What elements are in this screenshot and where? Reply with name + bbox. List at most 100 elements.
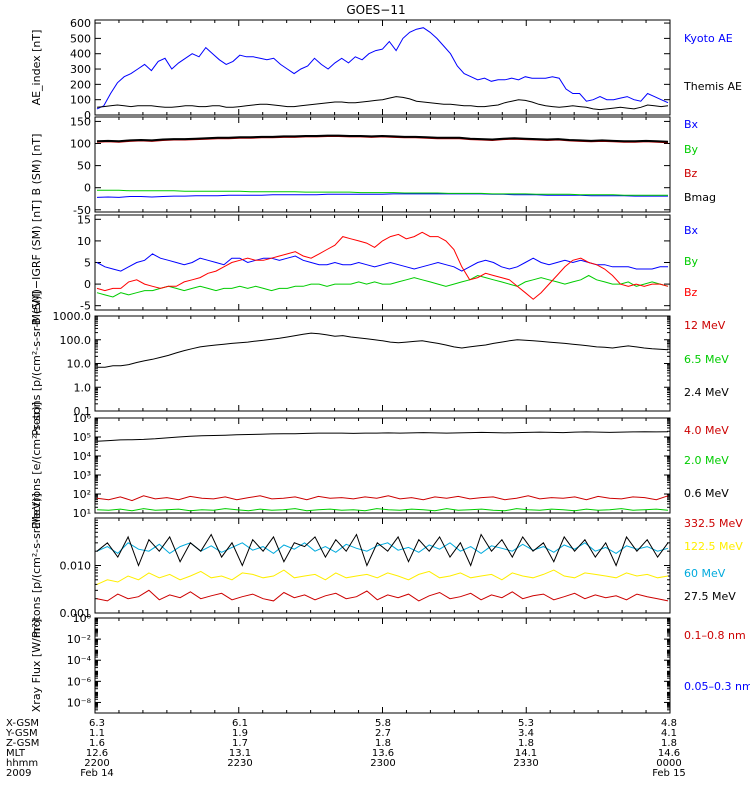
legend-entry: Bz [684,286,698,299]
panel-frame [94,214,671,311]
y-tick-label: 10⁻⁴ [67,654,92,667]
legend-entry: Bmag [684,191,716,204]
legend-entry: 6.5 MeV [684,353,729,366]
orbit-value: 12.6 [86,748,108,759]
orbit-value: 14.6 [658,748,680,759]
orbit-row-label: MLT [6,748,26,759]
orbit-row-label: hhmm [6,758,38,769]
series-line-2-1 [96,193,668,198]
y-tick-label: 10² [73,488,91,501]
y-tick-label: 15 [77,213,91,226]
legend-entry: By [684,143,699,156]
plot-title: GOES−11 [346,3,405,17]
orbit-row-label: Y-GSM [5,728,38,739]
legend-entry: Bz [684,167,698,180]
y-tick-label: 10⁻⁸ [67,696,92,709]
series-line-1-1 [96,27,669,110]
panel-frame [94,517,671,614]
y-axis-label: B (SM)−IGRF (SM) [nT] [30,200,43,325]
orbit-value: 14.1 [515,748,537,759]
y-tick-label: 0.001 [60,607,92,620]
y-tick-label: 0 [84,182,91,195]
legend-entry: 0.1–0.8 nm [684,629,746,642]
legend-entry: Bx [684,224,699,237]
panel-2: -50 0 50 100 150 B (SM) [nT] Bx By Bz Bmag [30,115,716,216]
orbit-value: 3.4 [518,728,534,739]
y-tick-label: 10⁴ [73,450,92,463]
orbit-value: 4.8 [661,718,677,729]
y-tick-label: 0.010 [60,560,92,573]
series-line-6-1 [96,589,669,602]
y-tick-label: 150 [70,115,91,128]
y-tick-label: 10¹ [73,507,91,520]
y-tick-label: -50 [73,204,91,217]
orbit-value: 6.3 [89,718,105,729]
y-tick-label: 10³ [73,469,91,482]
series-line-1-2 [96,96,669,111]
legend-entry: 12 MeV [684,319,726,332]
y-tick-label: 500 [70,32,91,45]
date-end: Feb 15 [652,768,686,779]
legend-entry: 60 MeV [684,567,726,580]
panel-5: 10¹ 10² 10³ 10⁴ 10⁵ 10⁶ Electrons [e/(cm²-s-sr… [30,402,729,529]
orbit-value: 4.1 [661,728,677,739]
orbit-row-label: Z-GSM [6,738,39,749]
orbit-value: 2230 [227,758,252,769]
y-axis-label: AE_index [nT] [30,30,43,106]
y-tick-label: 100 [70,94,91,107]
panel-6: 0.001 0.010 Protons [p/(cm²-s-sr-MeV)] 332.… [30,493,743,638]
y-tick-label: 50 [77,160,91,173]
y-tick-label: 10.0 [67,358,92,371]
y-axis-label: B (SM) [nT] [30,134,43,196]
y-tick-label: 10⁵ [73,431,91,444]
panel-frame [94,617,671,714]
series-line-4-3 [97,332,669,368]
orbit-value: 5.8 [375,718,391,729]
panel-frame [94,116,671,213]
legend-entry: 2.0 MeV [684,454,729,467]
legend-entry: 332.5 MeV [684,517,743,530]
series-line-2-4 [96,134,669,143]
panel-4: 0.1 1.0 10.0 100.0 1000.0 Protons [p/(cm²-s-s… [30,291,729,436]
series-line-5-3 [96,431,669,442]
legend-entry: 2.4 MeV [684,386,729,399]
y-tick-label: -5 [80,300,91,313]
y-tick-label: 10 [77,235,91,248]
legend-entry: 27.5 MeV [684,590,736,603]
date-start: Feb 14 [80,768,114,779]
y-tick-label: 100.0 [60,334,92,347]
y-tick-label: 0.1 [74,405,92,418]
series-line-5-2 [96,508,669,512]
panel-1: 0 100 200 300 400 500 600 AE_index [nT] Kyoto AE… [30,17,742,122]
legend-entry: 4.0 MeV [684,424,729,437]
y-tick-label: 10⁻⁶ [67,675,92,688]
orbit-value: 1.8 [518,738,534,749]
series-line-6-4 [96,533,669,567]
y-tick-label: 1.0 [74,381,92,394]
y-tick-label: 200 [70,78,91,91]
series-line-3-3 [96,231,669,300]
y-tick-label: 100 [70,138,91,151]
y-tick-label: 600 [70,17,91,30]
y-tick-label: 5 [84,257,91,270]
orbit-value: 1.8 [375,738,391,749]
y-tick-label: 0 [84,278,91,291]
orbit-value: 13.1 [229,748,251,759]
panel-frame [94,315,671,412]
series-line-6-2 [96,569,669,585]
orbit-value: 1.7 [232,738,248,749]
y-tick-label: 10⁶ [73,412,92,425]
orbit-value: 6.1 [232,718,248,729]
y-axis-label: Protons [p/(cm²-s-sr-MeV)] [30,291,43,436]
orbit-value: 2330 [513,758,538,769]
series-line-2-2 [97,189,668,196]
legend-entry: 0.05–0.3 nm [684,680,750,693]
legend-entry: 0.6 MeV [684,487,729,500]
panel-frame [94,19,671,116]
orbit-value: 1.6 [89,738,105,749]
orbit-value: 1.8 [661,738,677,749]
orbit-value: 2.7 [375,728,391,739]
orbit-value: 13.6 [372,748,394,759]
